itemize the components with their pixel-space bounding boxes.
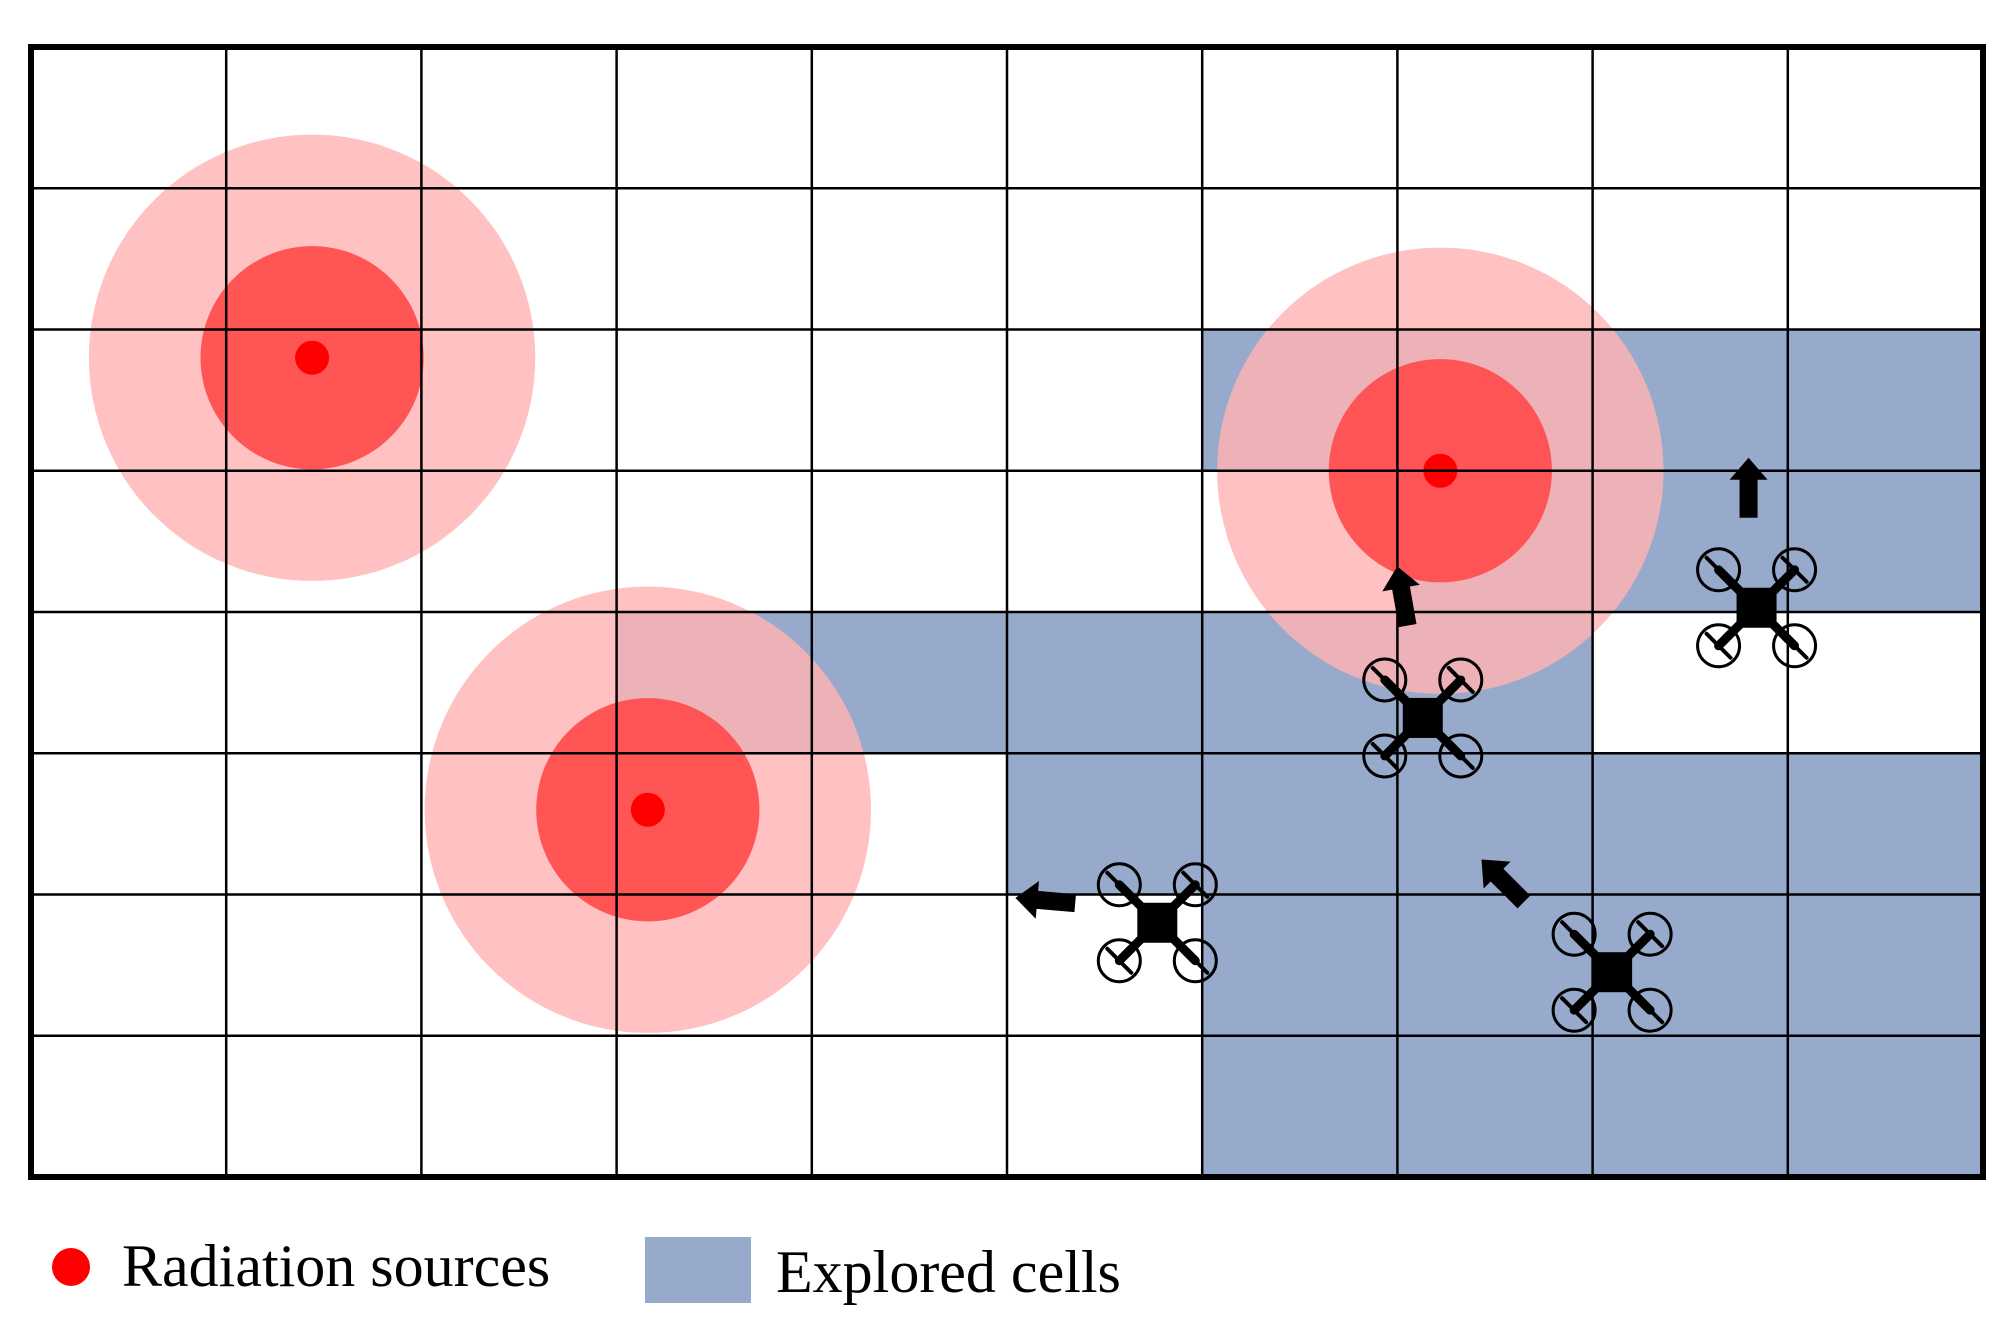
- heading-arrow: [1729, 457, 1768, 518]
- drone-rotor: [1438, 657, 1484, 703]
- drones-layer: [1096, 547, 1818, 1033]
- explored-cell: [1007, 612, 1203, 754]
- drone-hub: [1380, 751, 1389, 760]
- drone-body: [1736, 587, 1777, 628]
- drone-hub: [1790, 641, 1799, 650]
- drone-hub: [1456, 675, 1465, 684]
- drone-rotor: [1362, 733, 1408, 779]
- drone-rotor: [1096, 862, 1142, 908]
- heading-arrow: [1481, 859, 1531, 909]
- explored-cell: [1787, 753, 1984, 895]
- drone-hub: [1714, 641, 1723, 650]
- drone-hub: [1790, 565, 1799, 574]
- drone-rotor: [1551, 987, 1597, 1033]
- drone-body: [1137, 902, 1178, 943]
- drone-hub: [1714, 565, 1723, 574]
- drone-hub: [1570, 1006, 1579, 1015]
- explored-cell: [1787, 470, 1984, 613]
- drone-hub: [1456, 751, 1465, 760]
- explored-cell: [1787, 329, 1984, 472]
- legend-explored-swatch: [645, 1237, 751, 1303]
- legend-explored-label: Explored cells: [776, 1239, 1121, 1305]
- radiation-source-point: [630, 792, 665, 827]
- drone-rotor: [1627, 987, 1673, 1033]
- drone-body: [1592, 952, 1633, 993]
- explored-cell: [1202, 894, 1398, 1037]
- drone-rotor: [1172, 938, 1218, 984]
- arrow-shape: [1729, 457, 1768, 518]
- drone-icon: [1696, 547, 1818, 669]
- explored-cell: [1202, 1035, 1398, 1178]
- radiation-halos-layer: [88, 134, 1664, 1033]
- drone-rotor: [1438, 733, 1484, 779]
- heading-arrow: [1015, 880, 1076, 919]
- arrow-shape: [1481, 859, 1531, 909]
- drone-hub: [1191, 880, 1200, 889]
- arrow-shape: [1382, 566, 1420, 628]
- drone-rotor: [1772, 547, 1818, 593]
- explored-cell: [1787, 894, 1984, 1037]
- grid-layer: [28, 44, 1986, 1180]
- explored-cell: [1592, 1035, 1789, 1178]
- arrow-shape: [1015, 880, 1076, 919]
- heading-arrow: [1382, 566, 1420, 628]
- drone-icon: [1362, 657, 1484, 779]
- drone-hub: [1570, 930, 1579, 939]
- drone-rotor: [1362, 657, 1408, 703]
- drone-rotor: [1172, 862, 1218, 908]
- legend-source-marker: [52, 1248, 90, 1286]
- explored-cell: [1592, 753, 1789, 895]
- drone-hub: [1646, 930, 1655, 939]
- drone-rotor: [1696, 547, 1742, 593]
- drone-icon: [1096, 862, 1218, 984]
- drone-body: [1402, 697, 1443, 738]
- explored-cell: [1007, 753, 1203, 895]
- grid-border: [28, 44, 1986, 1180]
- drone-rotor: [1096, 938, 1142, 984]
- explored-cell: [1397, 1035, 1594, 1178]
- drone-icon: [1551, 911, 1673, 1033]
- drone-hub: [1115, 880, 1124, 889]
- drone-rotor: [1627, 911, 1673, 957]
- drone-rotor: [1772, 623, 1818, 669]
- explored-cell: [1787, 1035, 1984, 1178]
- heading-arrows-layer: [1015, 457, 1768, 919]
- drone-hub: [1115, 956, 1124, 965]
- drone-hub: [1646, 1006, 1655, 1015]
- drone-hub: [1380, 675, 1389, 684]
- legend-sources-label: Radiation sources: [122, 1233, 550, 1299]
- legend: Radiation sources Explored cells: [52, 1233, 1121, 1305]
- explored-cell: [1202, 753, 1398, 895]
- drone-hub: [1191, 956, 1200, 965]
- drone-rotor: [1551, 911, 1597, 957]
- drone-rotor: [1696, 623, 1742, 669]
- radiation-source-point: [295, 340, 330, 375]
